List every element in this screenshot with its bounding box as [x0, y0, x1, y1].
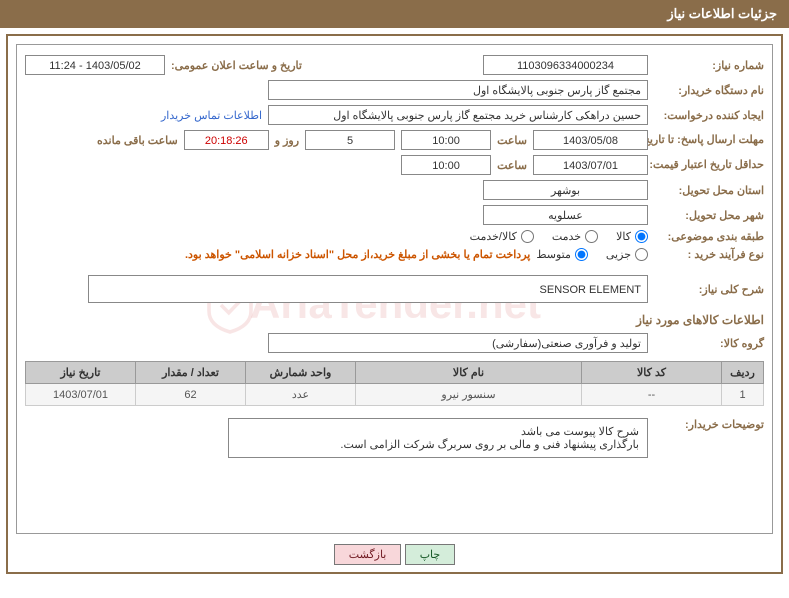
label-delivery-province: استان محل تحویل: [654, 184, 764, 197]
row-buyer-notes: توضیحات خریدار: شرح کالا پیوست می باشد ب… [25, 418, 764, 458]
radio-medium-input[interactable] [575, 248, 588, 261]
radio-minor-input[interactable] [635, 248, 648, 261]
th-row: ردیف [722, 362, 764, 384]
label-response-deadline: مهلت ارسال پاسخ: تا تاریخ: [654, 134, 764, 146]
label-announce-date: تاریخ و ساعت اعلان عمومی: [171, 59, 302, 72]
radio-goods-service-input[interactable] [521, 230, 534, 243]
radio-goods[interactable]: کالا [616, 230, 648, 243]
field-requester: حسین دراهکی کارشناس خرید مجتمع گاز پارس … [268, 105, 648, 125]
radio-goods-input[interactable] [635, 230, 648, 243]
label-days: روز و [275, 134, 299, 147]
th-date: تاریخ نیاز [26, 362, 136, 384]
field-days: 5 [305, 130, 395, 150]
label-buyer-notes: توضیحات خریدار: [654, 418, 764, 431]
buyer-notes-box: شرح کالا پیوست می باشد بارگذاری پیشنهاد … [228, 418, 648, 458]
radio-goods-service-label: کالا/خدمت [470, 230, 517, 243]
th-qty: تعداد / مقدار [136, 362, 246, 384]
label-process-type: نوع فرآیند خرید : [654, 248, 764, 261]
field-general-desc: SENSOR ELEMENT [88, 275, 648, 303]
cell-qty: 62 [136, 384, 246, 406]
field-delivery-city: عسلویه [483, 205, 648, 225]
radio-medium[interactable]: متوسط [536, 248, 588, 261]
row-process-type: نوع فرآیند خرید : جزیی متوسط پرداخت تمام… [25, 248, 764, 261]
table-row: 1 -- سنسور نیرو عدد 62 1403/07/01 [26, 384, 764, 406]
radio-service-label: خدمت [552, 230, 581, 243]
label-goods-group: گروه کالا: [654, 337, 764, 350]
label-category: طبقه بندی موضوعی: [654, 230, 764, 243]
cell-row: 1 [722, 384, 764, 406]
page-title: جزئیات اطلاعات نیاز [667, 6, 777, 21]
inner-frame: شماره نیاز: 1103096334000234 تاریخ و ساع… [16, 44, 773, 534]
table-header-row: ردیف کد کالا نام کالا واحد شمارش تعداد /… [26, 362, 764, 384]
cell-code: -- [582, 384, 722, 406]
goods-table: ردیف کد کالا نام کالا واحد شمارش تعداد /… [25, 361, 764, 406]
buyer-note-line1: شرح کالا پیوست می باشد [237, 425, 639, 438]
row-buyer-device: نام دستگاه خریدار: مجتمع گاز پارس جنوبی … [25, 80, 764, 100]
th-code: کد کالا [582, 362, 722, 384]
field-need-number: 1103096334000234 [483, 55, 648, 75]
label-requester: ایجاد کننده درخواست: [654, 109, 764, 122]
row-delivery-city: شهر محل تحویل: عسلویه [25, 205, 764, 225]
field-buyer-device: مجتمع گاز پارس جنوبی پالایشگاه اول [268, 80, 648, 100]
label-time-2: ساعت [497, 159, 527, 172]
field-goods-group: تولید و فرآوری صنعتی(سفارشی) [268, 333, 648, 353]
label-remain: ساعت باقی مانده [97, 134, 178, 147]
label-validity-deadline: حداقل تاریخ اعتبار قیمت: تا تاریخ: [654, 159, 764, 171]
label-buyer-device: نام دستگاه خریدار: [654, 84, 764, 97]
outer-frame: شماره نیاز: 1103096334000234 تاریخ و ساع… [6, 34, 783, 574]
label-time-1: ساعت [497, 134, 527, 147]
row-need-number: شماره نیاز: 1103096334000234 تاریخ و ساع… [25, 55, 764, 75]
row-requester: ایجاد کننده درخواست: حسین دراهکی کارشناس… [25, 105, 764, 125]
radio-service[interactable]: خدمت [552, 230, 598, 243]
field-validity-date: 1403/07/01 [533, 155, 648, 175]
radio-goods-label: کالا [616, 230, 631, 243]
cell-unit: عدد [246, 384, 356, 406]
row-delivery-province: استان محل تحویل: بوشهر [25, 180, 764, 200]
row-validity-deadline: حداقل تاریخ اعتبار قیمت: تا تاریخ: 1403/… [25, 155, 764, 175]
print-button[interactable]: چاپ [405, 544, 456, 565]
row-response-deadline: مهلت ارسال پاسخ: تا تاریخ: 1403/05/08 سا… [25, 130, 764, 150]
th-unit: واحد شمارش [246, 362, 356, 384]
label-need-number: شماره نیاز: [654, 59, 764, 72]
process-radio-group: جزیی متوسط [536, 248, 648, 261]
back-button[interactable]: بازگشت [334, 544, 402, 565]
radio-goods-service[interactable]: کالا/خدمت [470, 230, 534, 243]
cell-date: 1403/07/01 [26, 384, 136, 406]
radio-minor-label: جزیی [606, 248, 631, 261]
radio-service-input[interactable] [585, 230, 598, 243]
page-header: جزئیات اطلاعات نیاز [0, 0, 789, 28]
field-response-date: 1403/05/08 [533, 130, 648, 150]
label-delivery-city: شهر محل تحویل: [654, 209, 764, 222]
field-response-time: 10:00 [401, 130, 491, 150]
field-delivery-province: بوشهر [483, 180, 648, 200]
goods-section-title: اطلاعات کالاهای مورد نیاز [25, 313, 764, 327]
radio-medium-label: متوسط [536, 248, 571, 261]
row-category: طبقه بندی موضوعی: کالا خدمت کالا/خدمت [25, 230, 764, 243]
button-row: چاپ بازگشت [16, 544, 773, 565]
cell-name: سنسور نیرو [356, 384, 582, 406]
field-remain: 20:18:26 [184, 130, 269, 150]
process-note: پرداخت تمام یا بخشی از مبلغ خرید،از محل … [185, 248, 530, 261]
th-name: نام کالا [356, 362, 582, 384]
buyer-note-line2: بارگذاری پیشنهاد فنی و مالی بر روی سربرگ… [237, 438, 639, 451]
field-validity-time: 10:00 [401, 155, 491, 175]
label-general-desc: شرح کلی نیاز: [654, 283, 764, 296]
field-announce-date: 1403/05/02 - 11:24 [25, 55, 165, 75]
radio-minor[interactable]: جزیی [606, 248, 648, 261]
category-radio-group: کالا خدمت کالا/خدمت [470, 230, 648, 243]
row-general-desc: شرح کلی نیاز: SENSOR ELEMENT [25, 275, 764, 303]
row-goods-group: گروه کالا: تولید و فرآوری صنعتی(سفارشی) [25, 333, 764, 353]
link-buyer-contact[interactable]: اطلاعات تماس خریدار [161, 109, 262, 122]
